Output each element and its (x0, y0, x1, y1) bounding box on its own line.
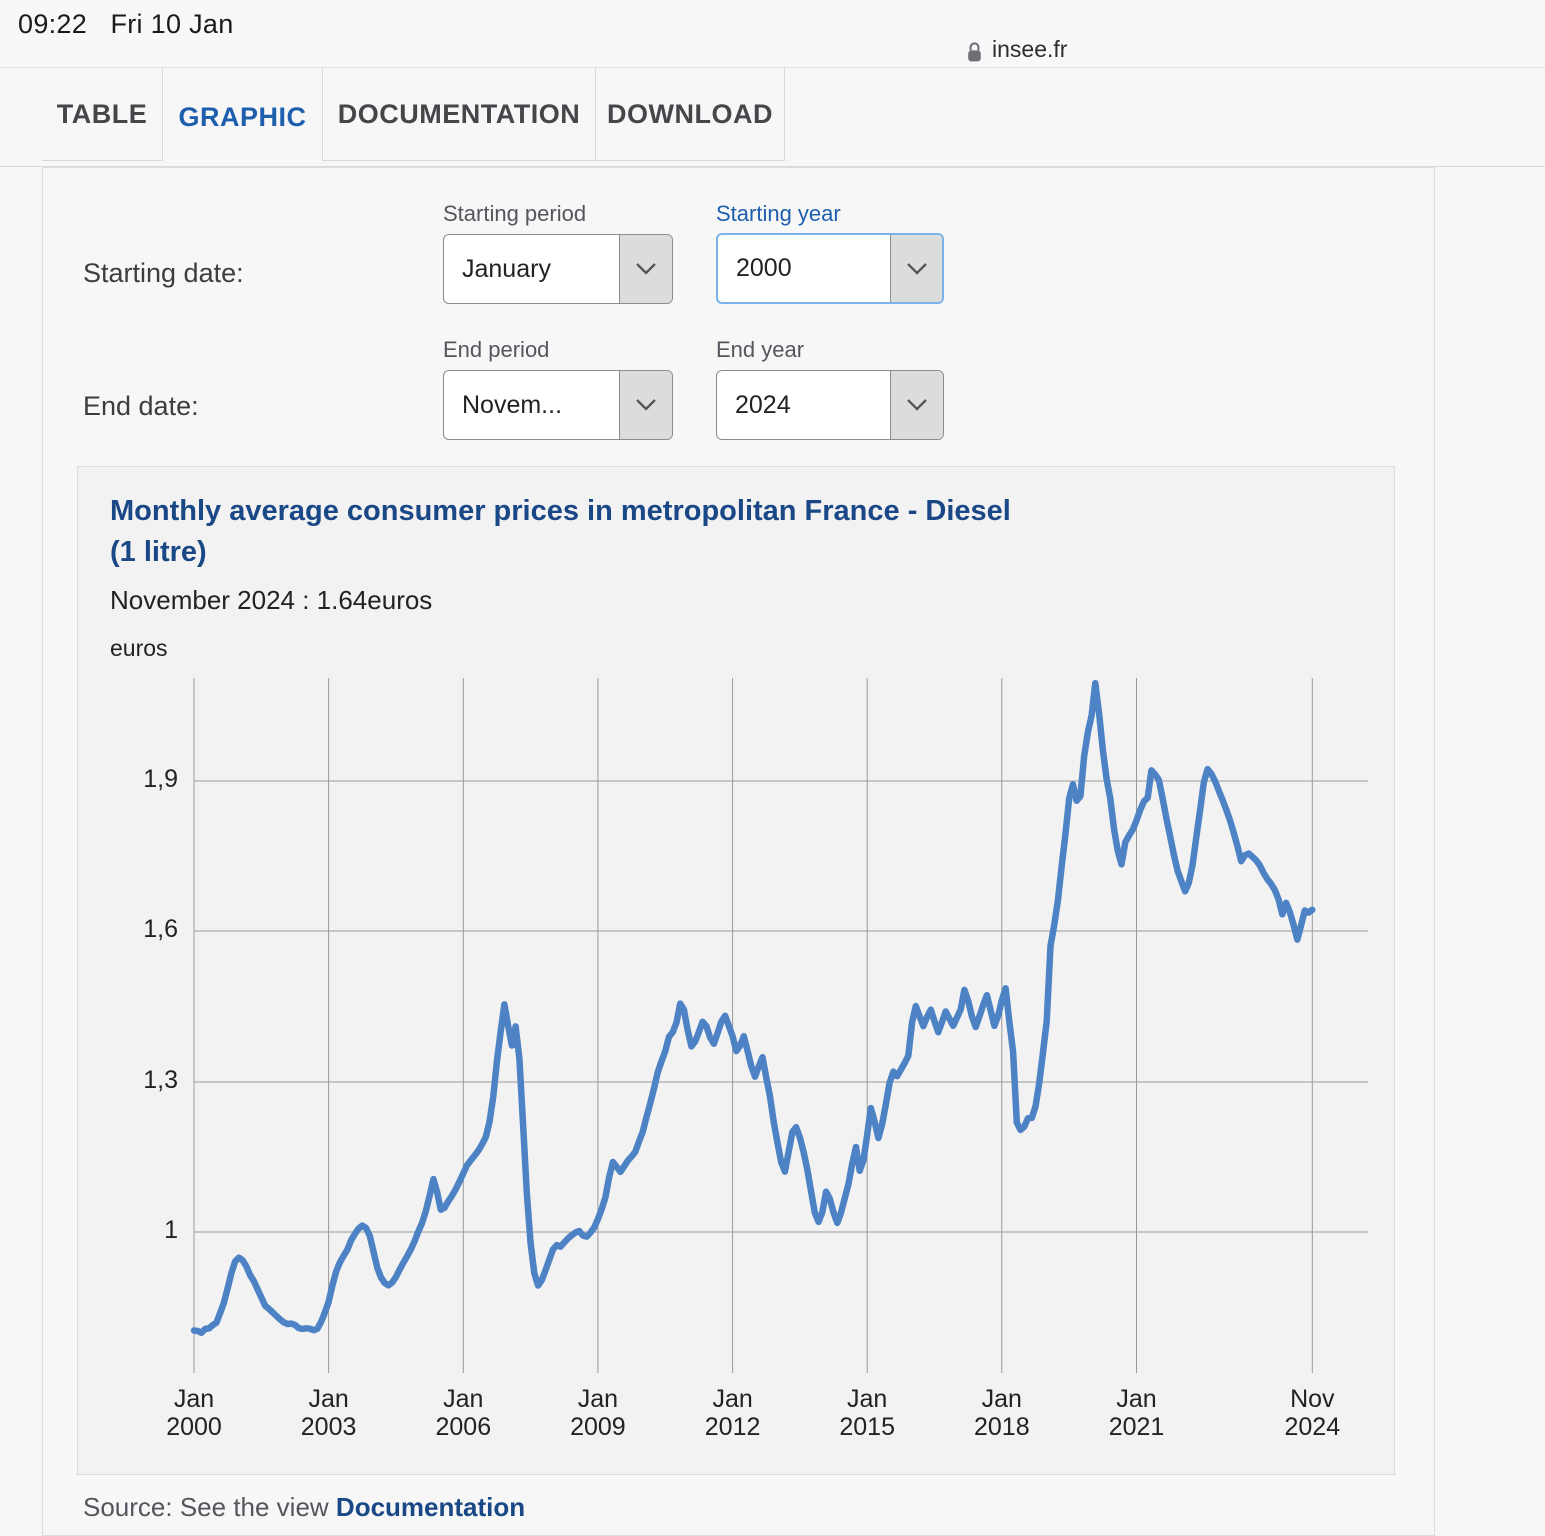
svg-text:2012: 2012 (705, 1413, 761, 1441)
svg-text:2006: 2006 (435, 1413, 491, 1441)
svg-text:Jan: Jan (847, 1385, 887, 1413)
svg-text:2024: 2024 (1284, 1413, 1340, 1441)
svg-text:Jan: Jan (174, 1385, 214, 1413)
svg-text:Jan: Jan (308, 1385, 348, 1413)
svg-text:Jan: Jan (712, 1385, 752, 1413)
svg-text:1,9: 1,9 (143, 765, 178, 793)
svg-text:1,3: 1,3 (143, 1066, 178, 1094)
svg-text:2003: 2003 (301, 1413, 357, 1441)
svg-text:Jan: Jan (578, 1385, 618, 1413)
svg-text:2015: 2015 (839, 1413, 895, 1441)
svg-text:2009: 2009 (570, 1413, 626, 1441)
svg-text:1,6: 1,6 (143, 915, 178, 943)
svg-text:Nov: Nov (1290, 1385, 1335, 1413)
svg-text:1: 1 (164, 1216, 178, 1244)
svg-text:Jan: Jan (443, 1385, 483, 1413)
svg-text:2018: 2018 (974, 1413, 1030, 1441)
svg-text:2000: 2000 (166, 1413, 222, 1441)
svg-text:Jan: Jan (1116, 1385, 1156, 1413)
svg-text:Jan: Jan (982, 1385, 1022, 1413)
svg-text:2021: 2021 (1109, 1413, 1165, 1441)
